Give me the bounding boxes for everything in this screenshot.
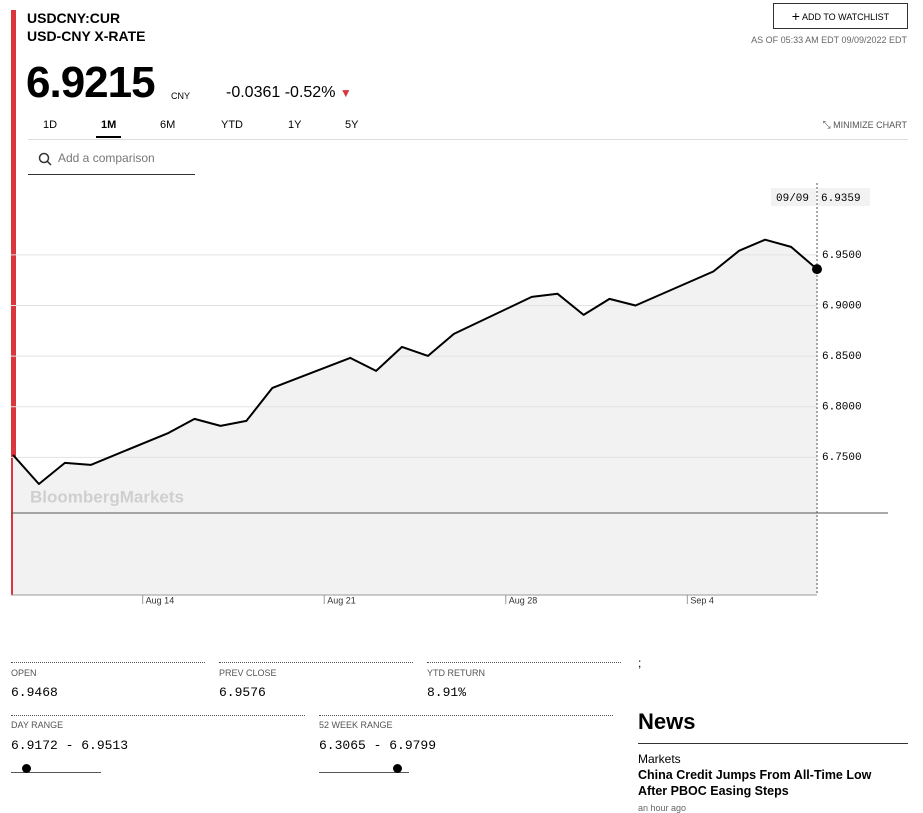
stat-label: OPEN xyxy=(11,668,37,678)
watchlist-label: ADD TO WATCHLIST xyxy=(802,12,890,22)
y-tick-label: 6.9000 xyxy=(822,300,862,312)
minimize-chart[interactable]: ⤡ MINIMIZE CHART xyxy=(822,120,907,131)
news-headline[interactable]: China Credit Jumps From All-Time Low Aft… xyxy=(638,768,872,798)
range-tab[interactable]: YTD xyxy=(221,119,243,131)
as-of: AS OF 05:33 AM EDT 09/09/2022 EDT xyxy=(751,35,907,45)
cursor-date: 09/09 xyxy=(776,193,809,205)
y-tick-label: 6.7500 xyxy=(822,452,862,464)
area xyxy=(13,239,817,595)
range-tab[interactable]: 1M xyxy=(96,119,122,138)
change-value: -0.0361 xyxy=(226,84,281,101)
cursor-value: 6.9359 xyxy=(821,193,861,205)
tabs-divider xyxy=(28,139,908,140)
range-label: DAY RANGE xyxy=(11,720,64,730)
symbol: USDCNY:CUR xyxy=(27,10,121,26)
range-tab[interactable]: 6M xyxy=(160,119,176,131)
currency: CNY xyxy=(171,91,191,101)
stat-rule xyxy=(427,662,621,663)
watchlist-button[interactable]: + ADD TO WATCHLIST xyxy=(773,3,908,29)
chart: 6.7500 6.8000 6.8500 6.9000 6.9500 BloombergM… xyxy=(11,183,888,605)
last-point xyxy=(812,264,822,275)
y-tick-label: 6.9500 xyxy=(822,250,862,262)
stat-value: 6.9576 xyxy=(219,685,266,700)
y-tick-label: 6.8500 xyxy=(822,351,862,363)
instrument-name: USD-CNY X-RATE xyxy=(27,28,146,44)
range-tab[interactable]: 1Y xyxy=(288,119,302,131)
x-tick-label: Aug 14 xyxy=(146,595,175,605)
stat-value: 6.9468 xyxy=(11,685,58,700)
price: 6.9215 xyxy=(26,58,156,107)
range-dot xyxy=(393,764,402,773)
x-tick-label: Sep 4 xyxy=(690,595,714,605)
range-rule xyxy=(11,715,305,716)
range-track xyxy=(11,772,101,773)
range-label: 52 WEEK RANGE xyxy=(319,720,393,730)
stat-rule xyxy=(11,662,205,663)
accent-bar xyxy=(11,10,16,595)
range-tab[interactable]: 5Y xyxy=(345,119,359,131)
news-time: an hour ago xyxy=(638,803,687,813)
range-dot xyxy=(22,764,31,773)
minimize-label: MINIMIZE CHART xyxy=(833,120,907,130)
stat-rule xyxy=(219,662,413,663)
x-tick-label: Aug 28 xyxy=(509,595,538,605)
range-track xyxy=(319,772,409,773)
news-category: Markets xyxy=(638,752,681,766)
range-value: 6.3065 - 6.9799 xyxy=(319,738,437,753)
comparison-search[interactable]: Add a comparison xyxy=(28,147,195,175)
watermark: BloombergMarkets xyxy=(30,487,184,506)
search-icon xyxy=(38,152,52,166)
news-divider xyxy=(638,743,908,744)
change: -0.0361 -0.52% ▼ xyxy=(226,84,352,102)
cursor-date-box xyxy=(771,188,816,206)
stat-label: YTD RETURN xyxy=(427,668,485,678)
change-pct: -0.52% xyxy=(284,84,336,101)
range-rule xyxy=(319,715,613,716)
stat-value: 8.91% xyxy=(427,685,467,700)
y-tick-label: 6.8000 xyxy=(822,402,862,414)
range-tab[interactable]: 1D xyxy=(43,119,58,131)
news-title: News xyxy=(638,709,696,734)
x-tick-label: Aug 21 xyxy=(327,595,356,605)
price-line xyxy=(12,238,818,485)
cursor-value-box xyxy=(818,188,870,206)
range-value: 6.9172 - 6.9513 xyxy=(11,738,129,753)
stat-label: PREV CLOSE xyxy=(219,668,277,678)
separator: ; xyxy=(638,656,642,670)
comparison-placeholder: Add a comparison xyxy=(58,151,155,165)
down-arrow: ▼ xyxy=(339,86,352,100)
